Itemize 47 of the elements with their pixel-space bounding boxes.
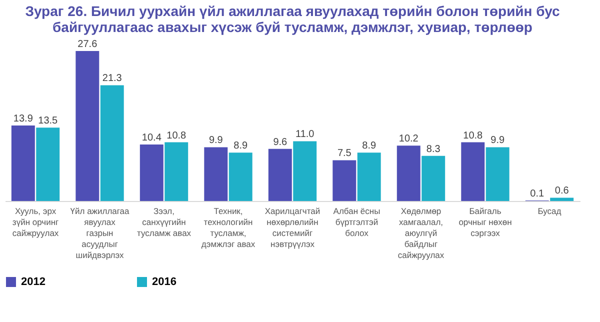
bar (164, 142, 188, 201)
bar (293, 141, 317, 201)
bar (357, 152, 381, 201)
bar (268, 148, 292, 201)
bar (11, 125, 35, 201)
x-tick-label: Хөдөлмөр хамгаалал, аюулгүй байдлыг сайжруулах (398, 206, 445, 260)
data-label: 11.0 (295, 129, 315, 140)
data-label: 8.9 (362, 140, 376, 152)
bar (100, 85, 124, 201)
legend-label: 2012 (21, 276, 46, 288)
data-label: 8.9 (234, 140, 248, 152)
bar (486, 147, 510, 201)
data-label: 27.6 (78, 39, 98, 50)
bar (396, 146, 420, 201)
data-label: 10.4 (142, 132, 162, 144)
data-label: 10.2 (398, 134, 419, 145)
data-label: 21.3 (102, 73, 122, 84)
data-label: 0.1 (530, 188, 545, 200)
data-label: 0.6 (554, 186, 570, 197)
bar (228, 152, 252, 201)
bar (550, 198, 574, 201)
x-tick-label: Техник, технологийн тусламж, дэмжлэг авах (201, 206, 256, 249)
data-label: 8.3 (426, 144, 441, 155)
data-label: 13.9 (13, 113, 34, 124)
chart-title: Зураг 26. Бичил уурхайн үйл ажиллагаа явуулахад төрийн болон төрийн бус байгууллагаас авахыг хүсэж буй тусламж, дэмжлэг, хувиар, төрлөөр (25, 3, 560, 35)
bar (36, 128, 60, 201)
data-label: 9.9 (208, 135, 224, 146)
data-label: 13.5 (38, 116, 58, 127)
x-tick-label: Зээл, санхүүгийн тусламж авах (136, 206, 192, 238)
bar (76, 51, 100, 201)
x-tick-label: Байгаль орчныг нөхөн сэргээх (458, 206, 512, 238)
legend-label: 2016 (152, 276, 176, 288)
x-tick-label: Бусад (538, 206, 562, 216)
x-tick-label: Албан ёсны бүртгэлтэй болох (333, 206, 380, 238)
data-label: 9.6 (273, 136, 288, 148)
bar (461, 142, 485, 201)
bar (140, 144, 164, 201)
bar (332, 160, 356, 201)
data-label: 7.5 (337, 148, 352, 160)
bar (422, 156, 446, 201)
bar (204, 147, 228, 201)
data-label: 10.8 (463, 130, 484, 142)
x-tick-label: Хууль, эрх зүйн орчинг сайжруулах (12, 206, 60, 238)
x-tick-label: Харилцагчтай нөхөрлөлийн системийг нэвтрүүлэх (264, 206, 320, 249)
x-tick-label: Үйл ажиллагаа явуулах газрын асуудлыг шийдвэрлэх (70, 206, 130, 260)
data-label: 9.9 (490, 135, 505, 146)
data-label: 10.8 (166, 130, 187, 142)
